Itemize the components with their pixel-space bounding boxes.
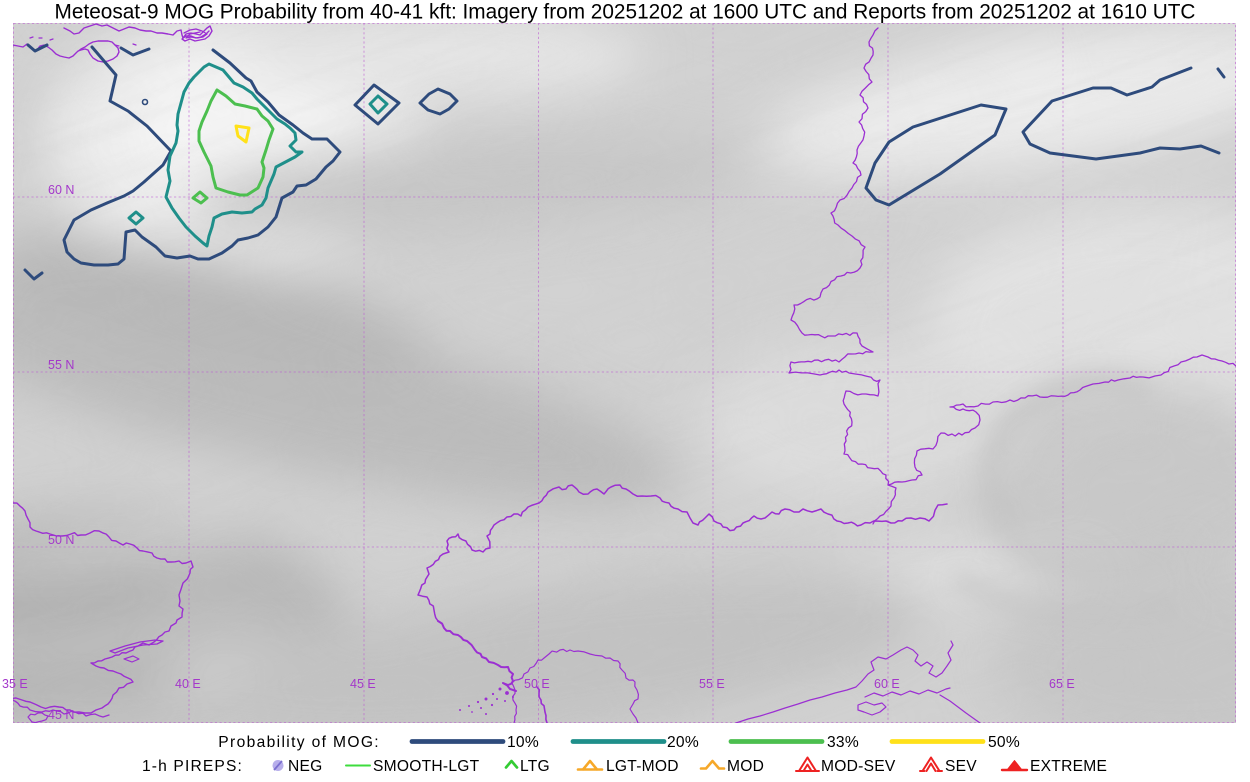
svg-text:50 N: 50 N bbox=[48, 533, 74, 547]
svg-text:50%: 50% bbox=[988, 734, 1020, 751]
svg-text:EXTREME: EXTREME bbox=[1030, 758, 1107, 775]
svg-text:SMOOTH-LGT: SMOOTH-LGT bbox=[373, 758, 480, 775]
svg-text:60 E: 60 E bbox=[874, 677, 900, 691]
svg-text:Probability of MOG:: Probability of MOG: bbox=[218, 734, 380, 751]
svg-text:20%: 20% bbox=[667, 734, 699, 751]
svg-text:60 N: 60 N bbox=[48, 183, 74, 197]
svg-text:45 E: 45 E bbox=[350, 677, 376, 691]
svg-text:40 E: 40 E bbox=[175, 677, 201, 691]
svg-text:45 N: 45 N bbox=[48, 708, 74, 722]
svg-text:55 E: 55 E bbox=[699, 677, 725, 691]
svg-text:10%: 10% bbox=[507, 734, 539, 751]
svg-text:35 E: 35 E bbox=[2, 677, 28, 691]
svg-text:NEG: NEG bbox=[288, 758, 323, 775]
svg-text:33%: 33% bbox=[827, 734, 859, 751]
svg-text:1-h PIREPS:: 1-h PIREPS: bbox=[142, 758, 243, 775]
svg-text:Meteosat-9 MOG Probability fro: Meteosat-9 MOG Probability from 40-41 kf… bbox=[55, 1, 1196, 24]
svg-text:LGT-MOD: LGT-MOD bbox=[606, 758, 679, 775]
svg-text:65 E: 65 E bbox=[1049, 677, 1075, 691]
svg-text:MOD-SEV: MOD-SEV bbox=[821, 758, 896, 775]
svg-text:50 E: 50 E bbox=[524, 677, 550, 691]
svg-text:55 N: 55 N bbox=[48, 358, 74, 372]
svg-text:LTG: LTG bbox=[520, 758, 550, 775]
svg-text:MOD: MOD bbox=[727, 758, 764, 775]
svg-text:SEV: SEV bbox=[945, 758, 977, 775]
